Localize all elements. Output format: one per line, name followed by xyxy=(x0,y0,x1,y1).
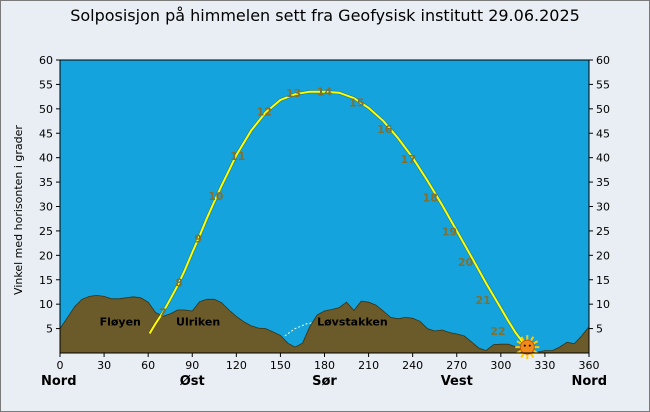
y-tick-label: 10 xyxy=(596,298,610,311)
y-tick-label: 40 xyxy=(39,152,53,165)
hour-label: 18 xyxy=(423,192,438,205)
direction-label: Øst xyxy=(180,374,205,389)
y-tick-label: 35 xyxy=(39,176,53,189)
hour-label: 22 xyxy=(490,325,505,338)
landmark-label: Ulriken xyxy=(176,315,220,328)
y-tick-label: 30 xyxy=(596,201,610,214)
x-tick-label: 60 xyxy=(141,359,155,372)
x-tick-label: 330 xyxy=(534,359,555,372)
hour-label: 7 xyxy=(159,306,167,319)
hour-label: 12 xyxy=(257,105,272,118)
y-tick-label: 25 xyxy=(596,225,610,238)
y-tick-label: 15 xyxy=(39,274,53,287)
x-tick-label: 180 xyxy=(314,359,335,372)
x-tick-label: 150 xyxy=(270,359,291,372)
chart-title: Solposisjon på himmelen sett fra Geofysi… xyxy=(70,6,580,25)
direction-label: Sør xyxy=(312,374,337,389)
y-tick-label: 15 xyxy=(596,274,610,287)
y-tick-label: 30 xyxy=(39,201,53,214)
hour-label: 15 xyxy=(349,96,364,109)
y-tick-label: 50 xyxy=(596,103,610,116)
hour-label: 10 xyxy=(208,190,224,203)
y-tick-label: 45 xyxy=(39,127,53,140)
y-tick-label: 5 xyxy=(46,323,53,336)
hour-label: 16 xyxy=(377,123,393,136)
y-tick-label: 25 xyxy=(39,225,53,238)
hour-label: 20 xyxy=(458,256,474,269)
x-tick-label: 0 xyxy=(57,359,64,372)
x-tick-label: 210 xyxy=(358,359,379,372)
hour-label: 11 xyxy=(230,150,245,163)
y-tick-label: 50 xyxy=(39,103,53,116)
terrain-silhouette xyxy=(59,294,590,354)
hour-label: 14 xyxy=(317,86,333,99)
direction-label: Nord xyxy=(41,374,77,389)
x-tick-label: 30 xyxy=(97,359,111,372)
y-tick-label: 60 xyxy=(39,54,53,67)
y-tick-label: 5 xyxy=(596,323,603,336)
x-tick-label: 360 xyxy=(579,359,600,372)
y-tick-label: 35 xyxy=(596,176,610,189)
sun-eye xyxy=(528,344,531,347)
y-tick-label: 10 xyxy=(39,298,53,311)
hour-label: 19 xyxy=(442,225,457,238)
hour-label: 21 xyxy=(476,294,491,307)
hour-label: 13 xyxy=(286,87,301,100)
x-tick-label: 300 xyxy=(490,359,511,372)
y-tick-label: 20 xyxy=(39,249,53,262)
y-tick-label: 55 xyxy=(596,78,610,91)
plot-area: Fløyen Ulriken Løvstakken 7 8 9 10 11 12 13 14 15 16… xyxy=(39,54,610,389)
y-tick-label: 45 xyxy=(596,127,610,140)
x-tick-label: 90 xyxy=(185,359,199,372)
direction-label: Nord xyxy=(571,374,607,389)
hour-label: 8 xyxy=(175,277,183,290)
x-tick-label: 240 xyxy=(402,359,423,372)
y-tick-label: 20 xyxy=(596,249,610,262)
sun-path-line xyxy=(148,90,529,348)
y-tick-label: 55 xyxy=(39,78,53,91)
direction-label: Vest xyxy=(441,374,473,389)
hour-label: 9 xyxy=(194,233,202,246)
sun-eye xyxy=(523,344,526,347)
landmark-label: Fløyen xyxy=(100,315,141,328)
y-tick-label: 40 xyxy=(596,152,610,165)
y-tick-label: 60 xyxy=(596,54,610,67)
x-tick-label: 120 xyxy=(226,359,247,372)
sun-disc xyxy=(519,339,535,355)
landmark-label: Løvstakken xyxy=(317,315,388,328)
y-axis-label: Vinkel med horisonten i grader xyxy=(12,125,25,295)
hour-label: 17 xyxy=(401,153,416,166)
x-tick-label: 270 xyxy=(446,359,467,372)
